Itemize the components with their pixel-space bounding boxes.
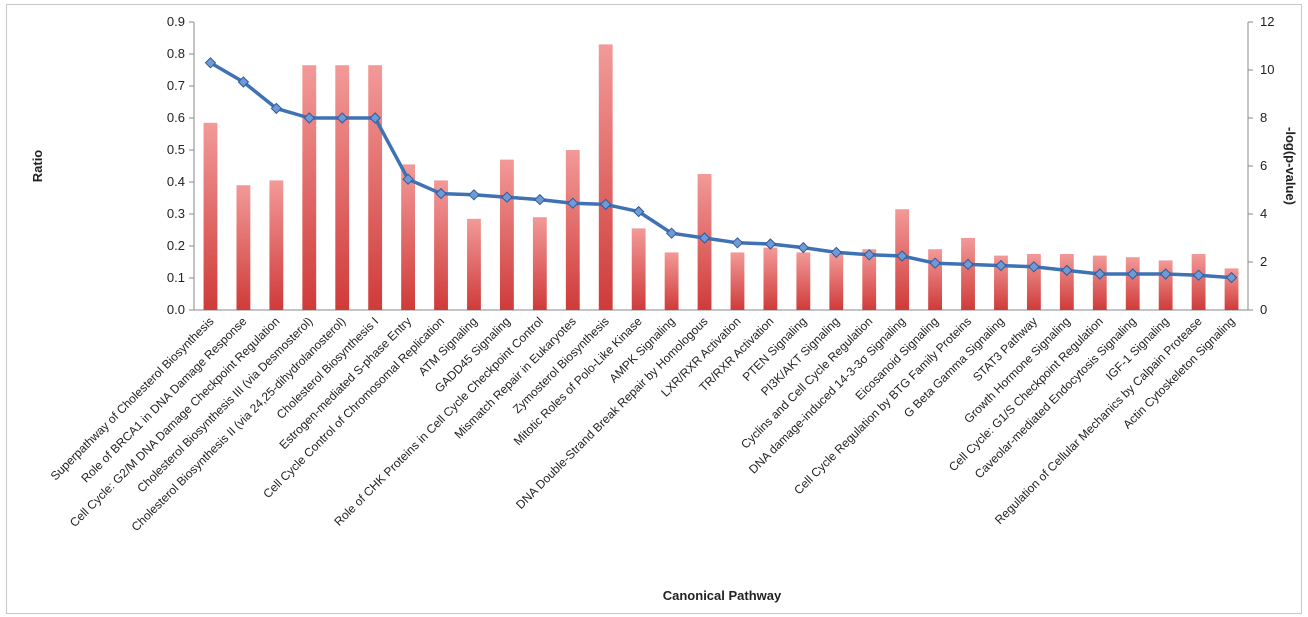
bar: [467, 218, 481, 310]
pvalue-marker: [468, 189, 480, 201]
bar: [829, 254, 844, 310]
bar: [532, 217, 547, 310]
pvalue-marker: [731, 237, 744, 249]
pvalue-marker: [929, 257, 941, 269]
y2-tick-label: 2: [1260, 254, 1267, 269]
category-label: Cell Cycle: G1/S Checkpoint Regulation: [946, 314, 1106, 474]
bar: [631, 228, 646, 310]
pvalue-marker: [665, 227, 678, 239]
pvalue-marker: [204, 57, 217, 69]
pvalue-marker: [600, 198, 612, 211]
bar: [565, 150, 580, 310]
bar: [368, 65, 383, 310]
pvalue-marker: [830, 246, 842, 259]
y2-tick-label: 6: [1260, 158, 1267, 173]
bar: [1092, 255, 1107, 310]
y-tick-label: 0.4: [167, 174, 185, 189]
bar: [763, 247, 778, 310]
pvalue-marker: [567, 197, 579, 209]
pvalue-marker: [1094, 268, 1106, 280]
bar: [598, 44, 613, 311]
line-series: [204, 57, 1238, 284]
pvalue-line: [209, 61, 1232, 280]
pvalue-marker: [797, 241, 810, 254]
pvalue-marker: [1061, 264, 1073, 277]
pvalue-marker: [1192, 269, 1205, 281]
bar-series: [203, 44, 1239, 311]
pvalue-marker: [632, 205, 645, 218]
bar: [401, 164, 416, 310]
bar: [994, 255, 1008, 310]
y-tick-label: 0.3: [167, 206, 185, 221]
y-tick-label: 0.1: [167, 270, 185, 285]
pvalue-marker: [336, 112, 348, 124]
pvalue-marker: [237, 76, 250, 88]
bar: [961, 238, 975, 310]
bar: [269, 180, 284, 310]
bar: [1125, 257, 1140, 310]
pvalue-marker: [863, 249, 875, 261]
y-axis-title: Ratio: [30, 150, 45, 183]
y-tick-label: 0.6: [167, 110, 185, 125]
bar: [730, 252, 745, 310]
bar: [664, 252, 679, 310]
pvalue-marker: [962, 258, 974, 271]
y2-tick-label: 12: [1260, 14, 1274, 29]
y-tick-label: 0.8: [167, 46, 185, 61]
pvalue-marker: [435, 187, 447, 200]
bar: [862, 249, 877, 310]
y2-axis-title: -log(p-value): [1283, 127, 1298, 205]
pvalue-marker: [501, 191, 513, 203]
pvalue-marker: [402, 173, 414, 185]
x-axis-title: Canonical Pathway: [663, 588, 782, 603]
y-tick-label: 0.7: [167, 78, 185, 93]
y2-tick-label: 0: [1260, 302, 1267, 317]
pvalue-marker: [1159, 268, 1172, 280]
bar: [1191, 254, 1206, 310]
bar: [434, 180, 448, 310]
bar: [302, 65, 317, 310]
bar: [236, 185, 251, 310]
pvalue-marker: [303, 112, 315, 124]
axes: 0.0 0.1 0.2 0.3 0.4 0.5 0.6 0.7 0.8 0.9 0 2 4 6 8 10 12: [167, 14, 1275, 317]
y-tick-label: 0.5: [167, 142, 185, 157]
pvalue-marker: [995, 259, 1007, 272]
y2-tick-label: 8: [1260, 110, 1267, 125]
pvalue-marker: [1028, 261, 1040, 273]
pvalue-marker: [270, 102, 283, 115]
bar: [335, 65, 350, 310]
pvalue-marker: [1127, 268, 1139, 280]
pvalue-marker: [369, 112, 381, 124]
chart-frame: [6, 4, 1302, 614]
pvalue-marker: [534, 193, 546, 206]
pvalue-marker: [896, 250, 908, 262]
y-tick-label: 0.0: [167, 302, 185, 317]
pvalue-marker: [698, 232, 711, 244]
bar: [796, 252, 811, 310]
y2-tick-label: 4: [1260, 206, 1267, 221]
pvalue-marker: [764, 238, 777, 250]
y2-tick-label: 10: [1260, 62, 1274, 77]
bar: [1059, 254, 1074, 310]
y-tick-label: 0.9: [167, 14, 185, 29]
bar: [499, 159, 514, 310]
bar: [1158, 260, 1173, 310]
pvalue-marker: [1225, 271, 1238, 284]
category-labels: Superpathway of Cholesterol Biosynthesis…: [48, 314, 1238, 534]
y-tick-label: 0.2: [167, 238, 185, 253]
bar: [203, 122, 218, 310]
